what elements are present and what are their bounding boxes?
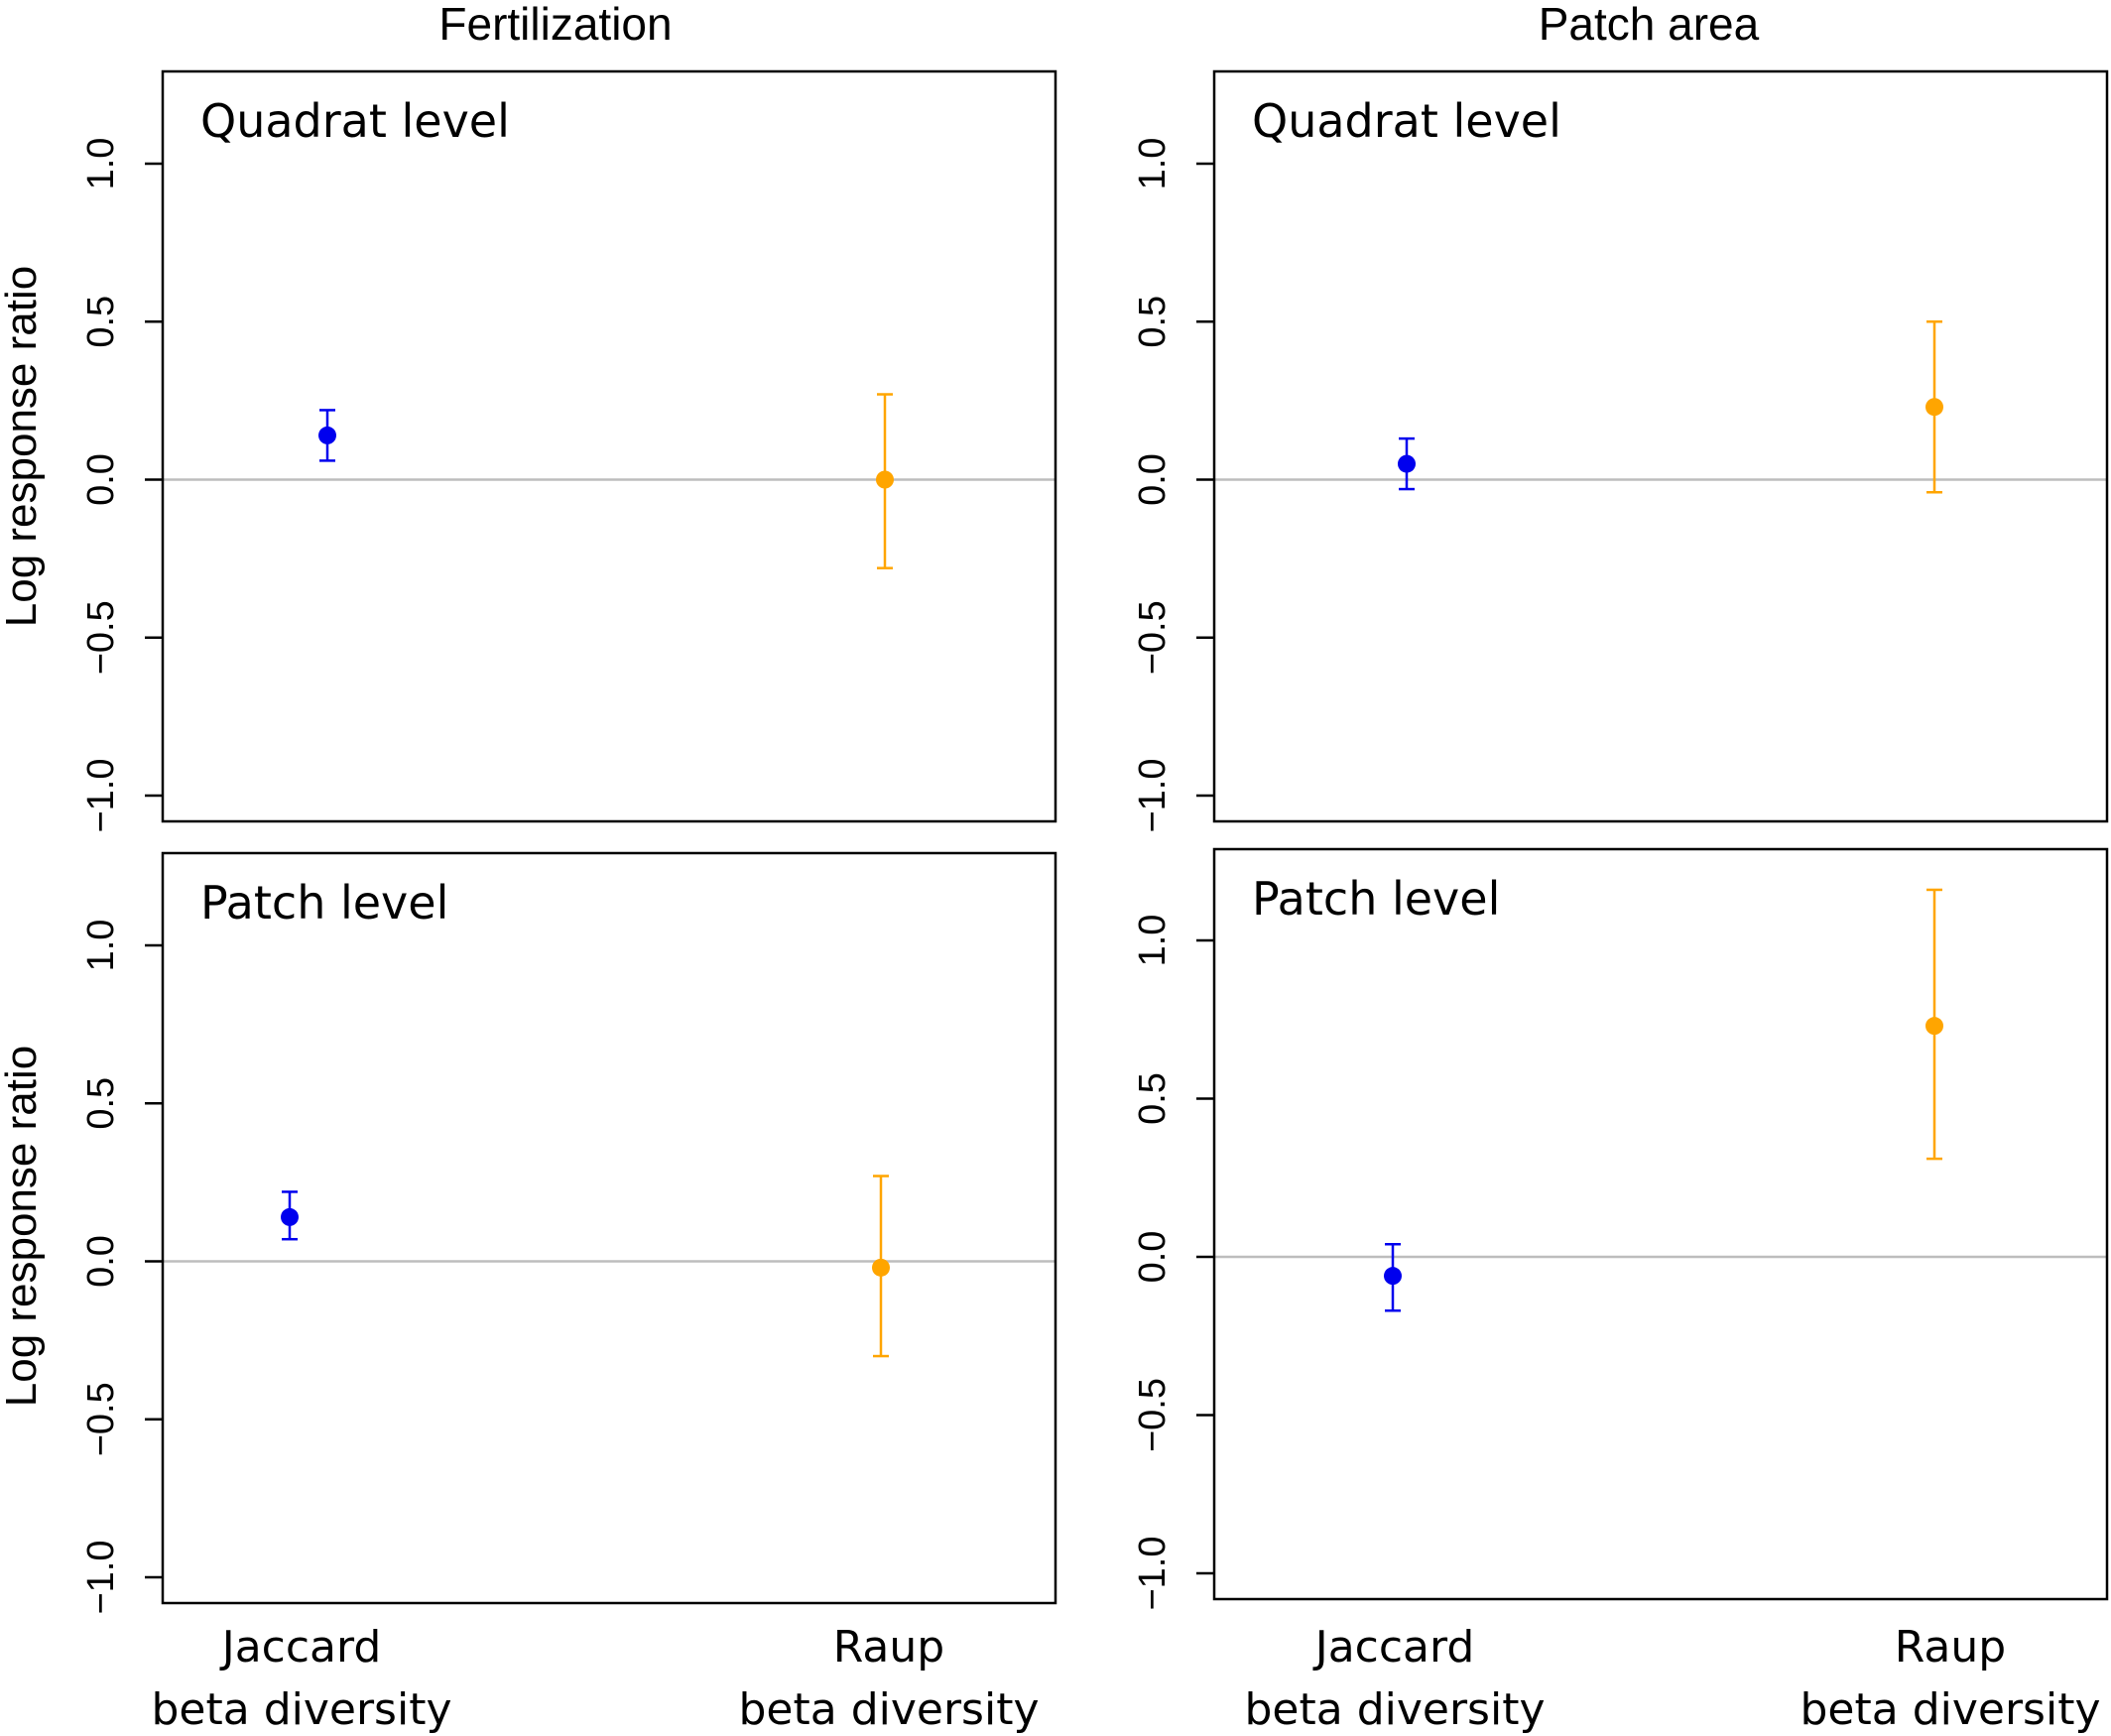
- raup-point: [876, 393, 894, 569]
- y-tick-label: −0.5: [1132, 1378, 1174, 1452]
- estimate-marker: [872, 1258, 890, 1277]
- y-tick-label: −0.5: [80, 600, 122, 675]
- x-category-raup-left-line2: beta diversity: [739, 1684, 1040, 1735]
- panel-frame: [1212, 69, 2109, 823]
- y-tick-label: 0.5: [1132, 1072, 1174, 1125]
- y-tick-label: 1.0: [1132, 915, 1174, 967]
- estimate-marker: [281, 1207, 299, 1226]
- y-tick-label: −1.0: [80, 1540, 122, 1614]
- x-category-jaccard-left-line1: Jaccard: [219, 1622, 382, 1673]
- estimate-marker: [1925, 1017, 1943, 1036]
- y-tick-label: 0.0: [80, 453, 122, 506]
- panel-label: Quadrat level: [1252, 94, 1561, 148]
- panels: 1.0 0.5 0.0 −0.5 −1.0 Quadrat level 1.0 0.5 0.0 −…: [80, 69, 2109, 1615]
- y-tick-label: 0.0: [80, 1235, 122, 1288]
- column-title-fertilization: Fertilization: [438, 0, 672, 50]
- y-tick-label: 0.5: [80, 1077, 122, 1130]
- y-tick-label: −1.0: [80, 758, 122, 832]
- jaccard-point: [1384, 1242, 1402, 1312]
- y-tick-label: 0.5: [1132, 296, 1174, 348]
- panel-frame: [161, 69, 1057, 823]
- x-category-jaccard-left-line2: beta diversity: [152, 1684, 452, 1735]
- estimate-marker: [1398, 454, 1416, 473]
- estimate-marker: [318, 426, 336, 444]
- y-tick-label: −1.0: [1132, 1536, 1174, 1610]
- panel-3: 1.0 0.5 0.0 −0.5 −1.0 Patch level: [80, 851, 1057, 1615]
- y-tick-label: 0.0: [1132, 1231, 1174, 1284]
- panel-frame: [1212, 847, 2109, 1601]
- y-tick-label: 1.0: [80, 920, 122, 972]
- y-axis-label-top: Log response ratio: [0, 266, 46, 627]
- panel-frame: [161, 851, 1057, 1605]
- y-tick-label: 0.5: [80, 296, 122, 348]
- jaccard-point: [318, 409, 336, 462]
- x-category-labels-right: Jaccard beta diversity Raup beta diversi…: [1245, 1622, 2101, 1735]
- x-category-jaccard-right-line1: Jaccard: [1312, 1622, 1475, 1673]
- panel-label: Patch level: [1252, 872, 1500, 926]
- panel-2: 1.0 0.5 0.0 −0.5 −1.0 Quadrat level: [1132, 69, 2109, 833]
- jaccard-point: [1398, 436, 1416, 491]
- estimate-marker: [1925, 398, 1943, 417]
- y-tick-label: 1.0: [1132, 138, 1174, 190]
- panel-label: Patch level: [200, 876, 448, 930]
- y-tick-label: −0.5: [1132, 600, 1174, 675]
- estimate-marker: [876, 470, 894, 489]
- column-title-patch-area: Patch area: [1539, 0, 1760, 50]
- x-category-raup-right-line1: Raup: [1895, 1622, 2006, 1673]
- x-category-labels-left: Jaccard beta diversity Raup beta diversi…: [152, 1622, 1040, 1735]
- x-category-raup-right-line2: beta diversity: [1801, 1684, 2101, 1735]
- y-tick-label: −1.0: [1132, 758, 1174, 832]
- jaccard-point: [281, 1190, 299, 1241]
- y-axis-label-bottom: Log response ratio: [0, 1046, 46, 1407]
- estimate-marker: [1384, 1267, 1402, 1286]
- raup-point: [1925, 320, 1943, 494]
- raup-point: [1925, 888, 1943, 1161]
- panel-4: 1.0 0.5 0.0 −0.5 −1.0 Patch level: [1132, 847, 2109, 1611]
- x-category-raup-left-line1: Raup: [833, 1622, 944, 1673]
- y-tick-label: 0.0: [1132, 453, 1174, 506]
- raup-point: [872, 1175, 890, 1358]
- y-tick-label: 1.0: [80, 138, 122, 190]
- panel-1: 1.0 0.5 0.0 −0.5 −1.0 Quadrat level: [80, 69, 1057, 833]
- y-tick-label: −0.5: [80, 1382, 122, 1456]
- panel-label: Quadrat level: [200, 94, 510, 148]
- x-category-jaccard-right-line2: beta diversity: [1245, 1684, 1546, 1735]
